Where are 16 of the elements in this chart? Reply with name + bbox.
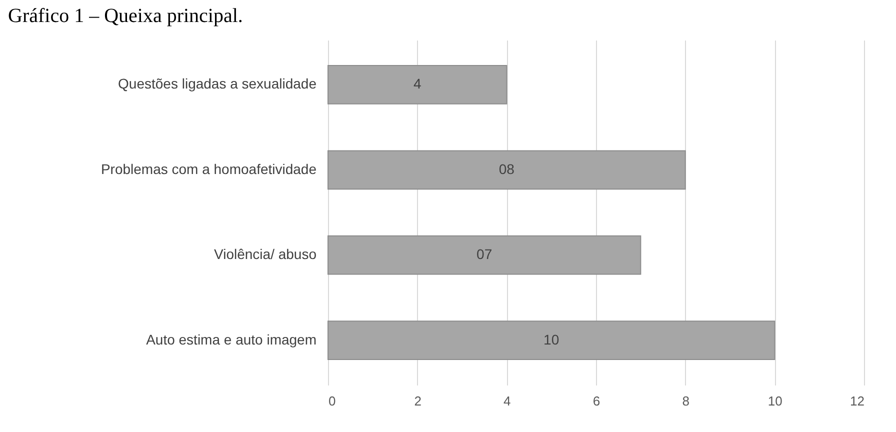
y-tick-label: Problemas com a homoafetividade xyxy=(100,160,317,177)
text: Gráfico 1 – Queixa principal. xyxy=(8,5,243,27)
data-label: 07 xyxy=(476,246,492,262)
y-tick-label: Auto estima e auto imagem xyxy=(146,331,316,348)
data-label: 10 xyxy=(544,331,560,348)
x-tick-label: 12 xyxy=(850,394,864,408)
x-tick-label: 0 xyxy=(328,394,336,408)
data-label: 08 xyxy=(498,160,515,177)
y-tick-label: Questões ligadas a sexualidade xyxy=(118,76,317,92)
data-label: 4 xyxy=(413,76,422,92)
x-tick-label: 2 xyxy=(414,394,422,408)
x-tick-label: 4 xyxy=(504,394,511,408)
x-tick-label: 6 xyxy=(592,394,600,408)
y-tick-label: Violência/ abuso xyxy=(214,246,317,262)
x-tick-label: 10 xyxy=(768,394,782,408)
x-tick-label: 8 xyxy=(682,394,690,408)
